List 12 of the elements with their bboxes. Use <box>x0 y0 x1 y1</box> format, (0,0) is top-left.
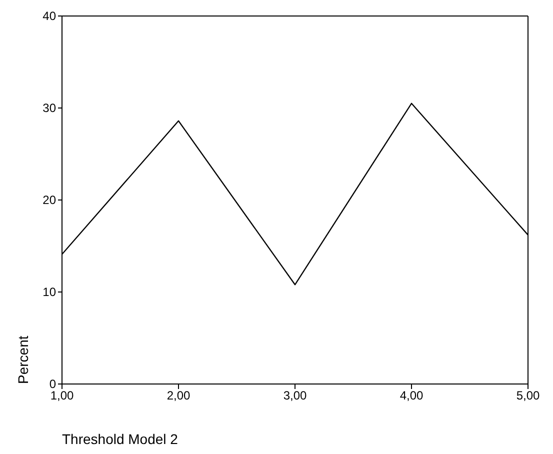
x-tick-label: 3,00 <box>283 388 307 403</box>
y-tick-label: 10 <box>42 285 56 299</box>
x-tick-label: 2,00 <box>166 388 190 403</box>
y-tick-label: 20 <box>42 193 56 207</box>
x-axis-title: Threshold Model 2 <box>62 431 178 447</box>
y-tick-label: 0 <box>49 377 56 391</box>
x-tick-label: 5,00 <box>516 388 540 403</box>
x-tick-label: 4,00 <box>400 388 424 403</box>
x-tick-label: 1,00 <box>50 388 74 403</box>
y-tick-label: 30 <box>42 101 56 115</box>
y-tick-label: 40 <box>42 9 56 23</box>
y-axis-title: Percent <box>15 336 31 384</box>
